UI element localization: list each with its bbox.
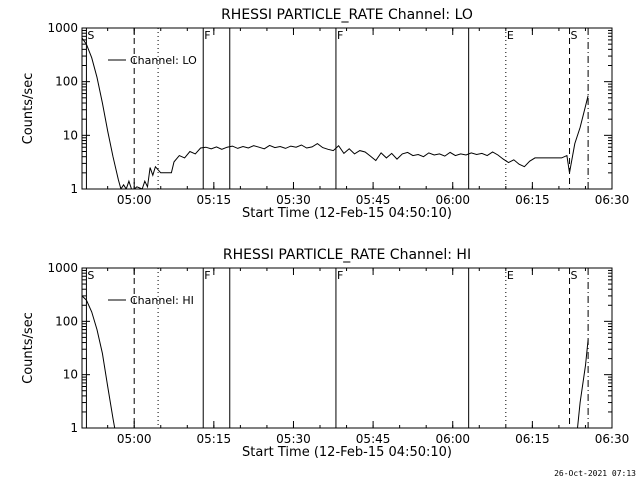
x-tick-label: 06:15 [515,432,550,446]
y-tick-label: 1 [70,421,78,435]
footer-date: 26-Oct-2021 07:13 [554,469,636,478]
x-tick-label: 05:30 [276,193,311,207]
x-tick-label: 06:00 [435,193,470,207]
event-label: F [337,29,343,42]
event-label: F [204,29,210,42]
x-tick-label: 05:15 [197,193,232,207]
x-tick-label: 05:15 [197,432,232,446]
x-tick-label: 05:45 [356,193,391,207]
y-tick-label: 1000 [47,21,78,35]
event-label: S [87,29,94,42]
x-tick-label: 06:30 [595,432,630,446]
x-tick-label: 06:30 [595,193,630,207]
event-label: S [87,269,94,282]
y-tick-label: 10 [63,368,78,382]
plot-frame [81,267,613,429]
series-line [82,37,589,189]
legend-label: Channel: LO [130,54,197,67]
x-tick-label: 06:00 [435,432,470,446]
x-tick-label: 05:00 [117,432,152,446]
x-tick-label: 05:00 [117,193,152,207]
x-axis-label: Start Time (12-Feb-15 04:50:10) [242,206,452,221]
plot-frame [81,27,613,190]
x-tick-label: 05:45 [356,432,391,446]
series-line [82,295,589,428]
x-tick-label: 06:15 [515,193,550,207]
y-axis-label: Counts/sec [21,73,36,145]
chart-panel-2: RHESSI PARTICLE_RATE Channel: HI 05:00 05:… [21,247,629,460]
legend-label: Channel: HI [130,294,194,307]
y-tick-label: 10 [63,128,78,142]
x-tick-label: 05:30 [276,432,311,446]
y-tick-label: 1000 [47,261,78,275]
y-tick-label: 1 [70,182,78,196]
y-tick-label: 100 [55,75,78,89]
event-label: F [337,269,343,282]
chart-title: RHESSI PARTICLE_RATE Channel: HI [223,247,471,263]
y-tick-label: 100 [55,314,78,328]
event-label: S [571,269,578,282]
y-axis-label: Counts/sec [21,312,36,384]
event-label: E [507,29,514,42]
event-label: S [571,29,578,42]
x-axis-label: Start Time (12-Feb-15 04:50:10) [242,445,452,460]
chart-panel-1: RHESSI PARTICLE_RATE Channel: LO 05:00 05:… [21,7,629,221]
event-label: E [507,269,514,282]
chart-title: RHESSI PARTICLE_RATE Channel: LO [221,7,473,23]
event-label: F [204,269,210,282]
